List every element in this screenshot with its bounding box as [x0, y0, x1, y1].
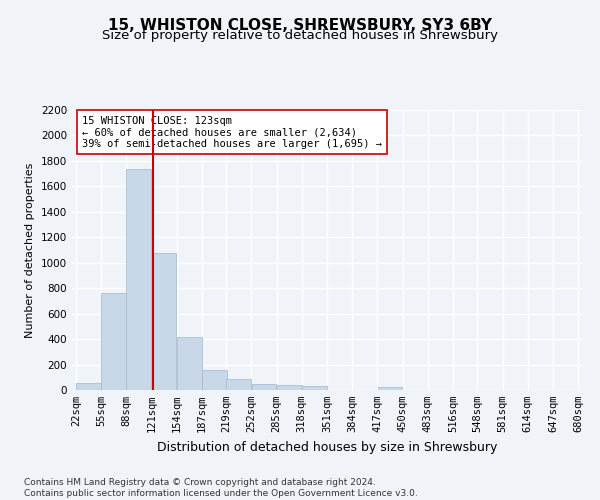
- Bar: [101, 294, 126, 390]
- Text: 15 WHISTON CLOSE: 123sqm
← 60% of detached houses are smaller (2,634)
39% of sem: 15 WHISTON CLOSE: 123sqm ← 60% of detach…: [82, 116, 382, 149]
- X-axis label: Distribution of detached houses by size in Shrewsbury: Distribution of detached houses by size …: [157, 440, 497, 454]
- Bar: [152, 253, 176, 390]
- Bar: [76, 383, 101, 390]
- Bar: [202, 370, 227, 390]
- Bar: [277, 385, 302, 390]
- Bar: [251, 384, 277, 390]
- Text: 15, WHISTON CLOSE, SHREWSBURY, SY3 6BY: 15, WHISTON CLOSE, SHREWSBURY, SY3 6BY: [108, 18, 492, 32]
- Bar: [302, 386, 327, 390]
- Bar: [127, 168, 151, 390]
- Bar: [377, 388, 403, 390]
- Text: Contains HM Land Registry data © Crown copyright and database right 2024.
Contai: Contains HM Land Registry data © Crown c…: [24, 478, 418, 498]
- Text: Size of property relative to detached houses in Shrewsbury: Size of property relative to detached ho…: [102, 29, 498, 42]
- Bar: [226, 379, 251, 390]
- Bar: [177, 336, 202, 390]
- Y-axis label: Number of detached properties: Number of detached properties: [25, 162, 35, 338]
